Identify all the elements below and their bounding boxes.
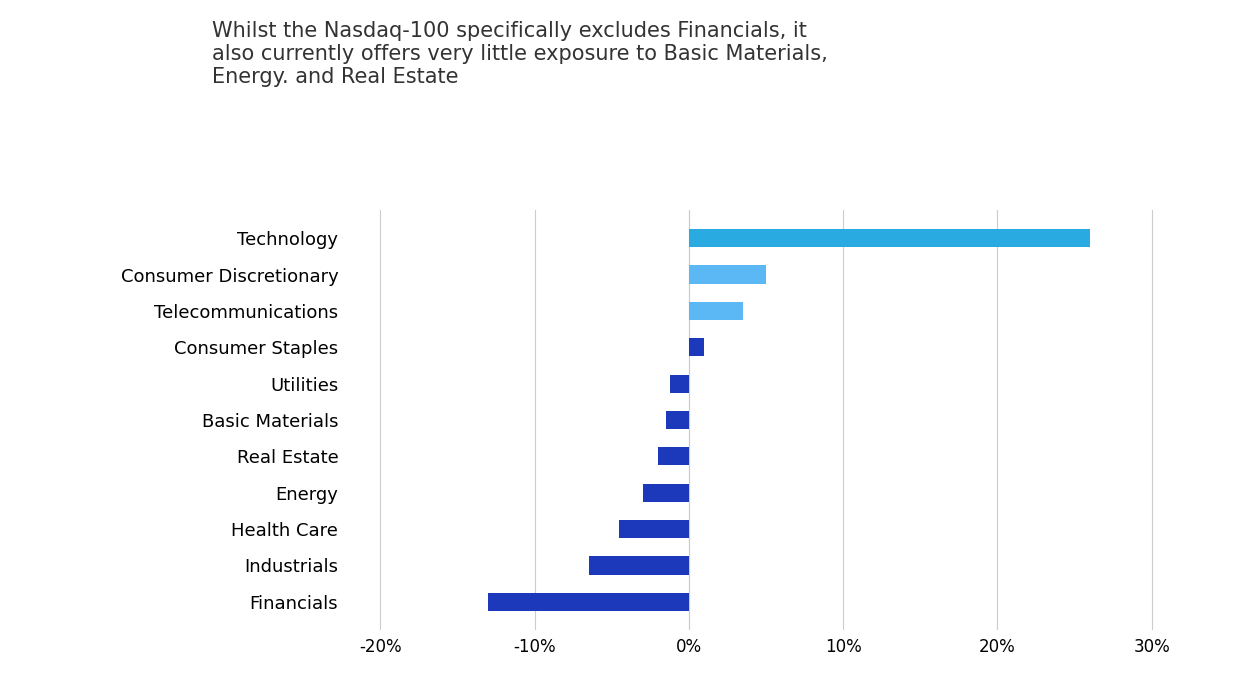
Bar	[619, 520, 689, 538]
Bar	[665, 411, 689, 429]
Bar	[689, 338, 704, 356]
Bar	[488, 593, 689, 611]
Bar	[670, 374, 689, 393]
Bar	[689, 265, 766, 284]
Bar	[589, 556, 689, 575]
Bar	[643, 484, 689, 502]
Text: Whilst the Nasdaq-100 specifically excludes Financials, it
also currently offers: Whilst the Nasdaq-100 specifically exclu…	[212, 21, 827, 88]
Bar	[658, 447, 689, 466]
Bar	[689, 302, 743, 320]
Bar	[689, 229, 1090, 247]
